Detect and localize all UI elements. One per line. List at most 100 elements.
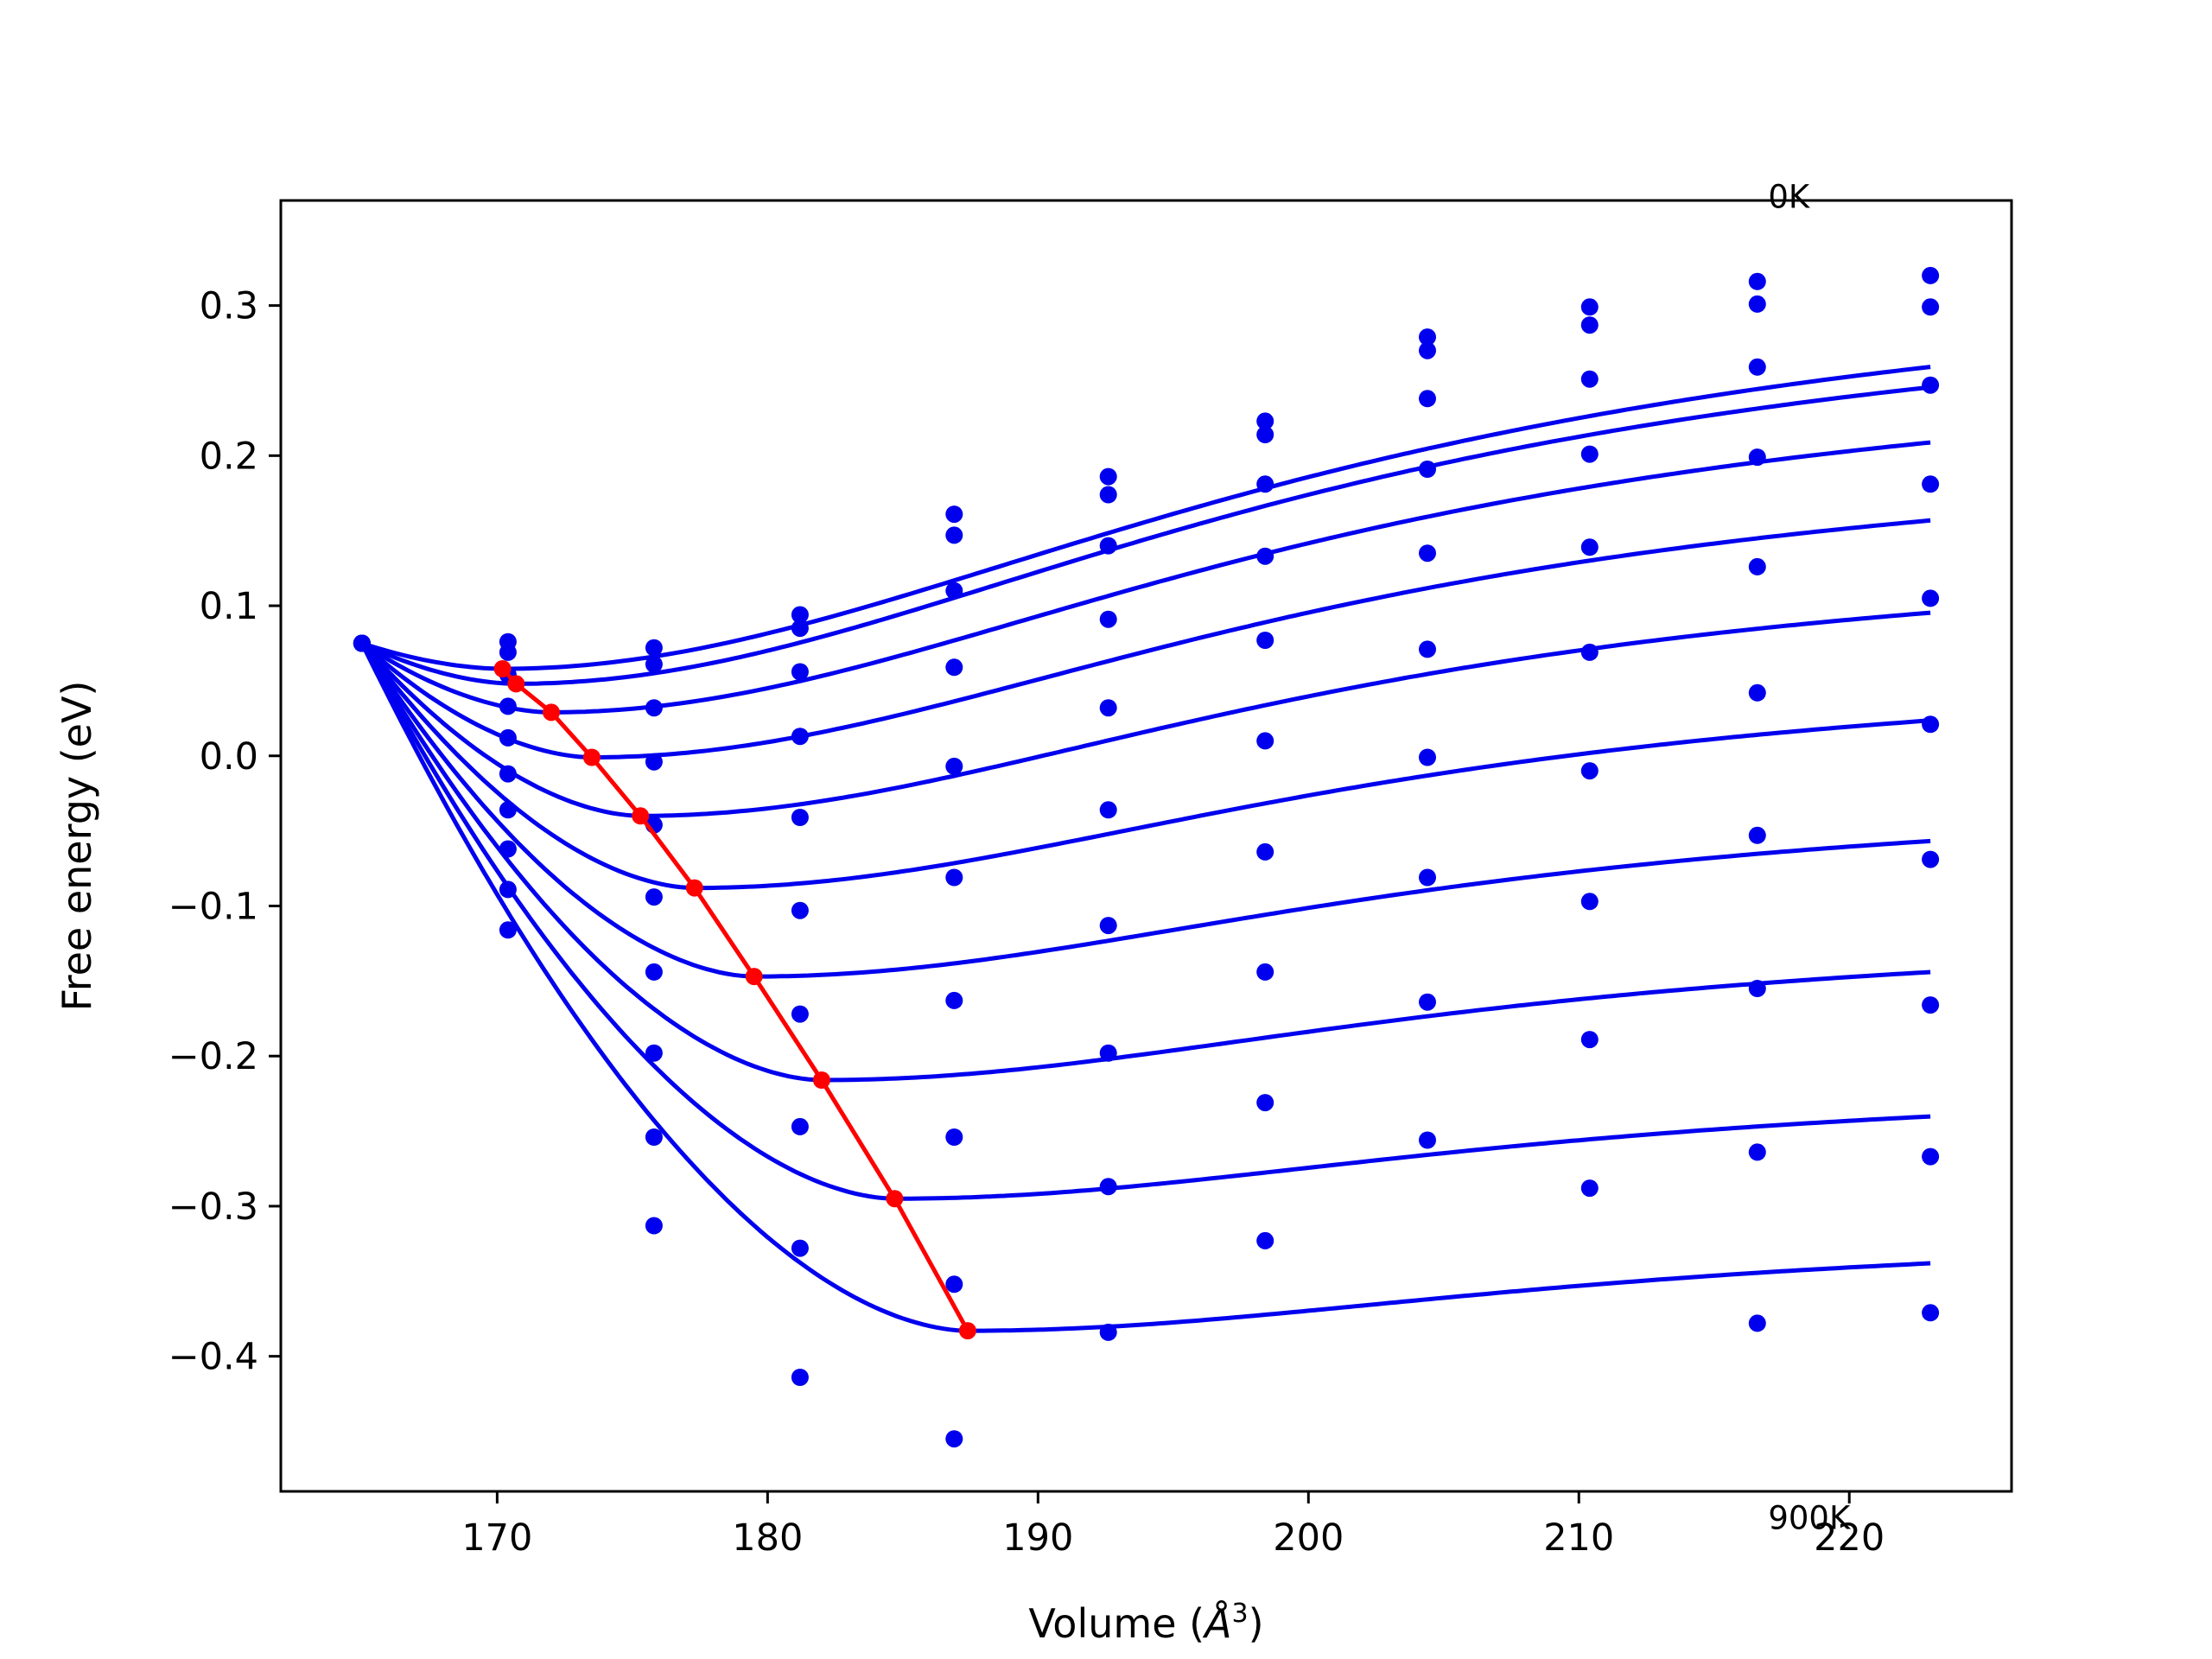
data-point xyxy=(1099,610,1117,628)
data-point xyxy=(945,526,963,544)
data-point xyxy=(791,809,809,826)
data-point xyxy=(1419,993,1436,1011)
x-axis-label-text: Volume ( xyxy=(1028,1600,1205,1647)
data-point xyxy=(645,963,663,981)
fit-curve-8 xyxy=(359,642,1931,1201)
data-point xyxy=(945,505,963,524)
data-point xyxy=(1256,632,1274,649)
data-point xyxy=(791,663,809,681)
data-point xyxy=(1580,370,1599,388)
data-point xyxy=(791,901,809,919)
data-point xyxy=(1580,445,1599,463)
minima-line xyxy=(500,667,970,1332)
data-point xyxy=(1748,980,1766,997)
minimum-point xyxy=(582,748,601,766)
data-point xyxy=(1580,893,1599,911)
data-point xyxy=(645,753,663,771)
y-tick-label: −0.2 xyxy=(168,1035,258,1078)
data-point xyxy=(791,1369,809,1386)
data-point xyxy=(791,728,809,746)
data-point xyxy=(1748,448,1766,467)
data-point xyxy=(1419,544,1436,563)
data-point xyxy=(1256,426,1274,443)
data-point xyxy=(1099,1044,1117,1062)
minimum-point xyxy=(886,1190,904,1208)
data-point xyxy=(1580,316,1599,334)
data-point xyxy=(499,643,517,661)
axis-labels: Free energy (eV) Volume (Å3) xyxy=(54,681,1264,1647)
annotations: 0K 900K xyxy=(1768,179,1852,1537)
fit-curve-5 xyxy=(359,641,1931,891)
x-tick-label: 180 xyxy=(732,1516,803,1560)
minimum-point xyxy=(632,807,650,825)
minimum-point xyxy=(543,703,560,721)
x-tick-label: 220 xyxy=(1814,1516,1885,1560)
data-point xyxy=(1922,376,1940,394)
data-point xyxy=(1256,842,1274,861)
data-point xyxy=(791,1239,809,1257)
data-point xyxy=(499,801,517,819)
data-point xyxy=(1256,1094,1274,1112)
axis-ticks: 170 180 190 200 210 220 0.3 0.2 0.1 0.0 −0.1 −0.2 −0… xyxy=(168,285,1885,1560)
y-tick-label: 0.1 xyxy=(200,585,258,628)
data-point xyxy=(1748,358,1766,376)
data-point xyxy=(499,765,517,783)
data-point xyxy=(1419,868,1436,887)
data-point xyxy=(1256,412,1274,430)
y-tick-label: −0.4 xyxy=(168,1336,258,1379)
data-point xyxy=(1748,557,1766,575)
data-point xyxy=(1748,272,1766,290)
fit-curve-9 xyxy=(359,642,1931,1333)
fit-curve-1 xyxy=(360,385,1931,686)
data-point xyxy=(1748,1143,1766,1161)
fit-curve-6 xyxy=(359,642,1931,979)
data-point xyxy=(1419,640,1436,658)
data-point xyxy=(945,1128,963,1146)
data-point xyxy=(945,868,963,887)
data-point xyxy=(1922,266,1940,284)
data-point xyxy=(1922,1304,1940,1322)
fit-curve-4 xyxy=(360,610,1931,818)
data-point xyxy=(1419,390,1436,408)
data-point xyxy=(1748,826,1766,844)
data-point xyxy=(645,655,663,673)
data-point xyxy=(1099,801,1117,819)
data-point xyxy=(1580,538,1599,556)
minimum-point xyxy=(812,1071,830,1089)
temperature-annotation: 0K xyxy=(1768,179,1811,216)
data-point xyxy=(1922,298,1940,316)
data-point xyxy=(499,921,517,939)
data-point xyxy=(499,697,517,715)
data-point xyxy=(1922,475,1940,493)
data-point xyxy=(645,888,663,906)
data-point xyxy=(1256,963,1274,981)
plot-frame xyxy=(279,199,2013,1493)
data-point xyxy=(1922,715,1940,734)
data-point xyxy=(1419,461,1436,478)
data-point xyxy=(945,991,963,1009)
x-tick-label: 190 xyxy=(1002,1516,1073,1560)
data-point xyxy=(1099,1323,1117,1341)
data-point xyxy=(791,1117,809,1135)
data-point xyxy=(945,582,963,600)
data-point xyxy=(1922,996,1940,1014)
x-axis-label: Volume (Å3) xyxy=(1028,1599,1263,1647)
fit-curve-7 xyxy=(359,642,1931,1083)
x-tick-label: 200 xyxy=(1273,1516,1344,1560)
data-point xyxy=(1099,917,1117,935)
data-point xyxy=(645,639,663,657)
data-point xyxy=(1748,683,1766,702)
data-point xyxy=(1922,850,1940,868)
x-tick-label: 170 xyxy=(461,1516,532,1560)
data-point xyxy=(1419,748,1436,766)
data-point xyxy=(945,757,963,775)
data-point xyxy=(791,620,809,638)
data-point xyxy=(1419,1131,1436,1149)
x-axis-label-unit: Å xyxy=(1202,1600,1231,1647)
plot-area xyxy=(353,266,1940,1448)
y-tick-label: 0.3 xyxy=(200,285,258,328)
data-point xyxy=(499,728,517,747)
data-point xyxy=(1922,589,1940,607)
minimum-point xyxy=(493,660,512,677)
